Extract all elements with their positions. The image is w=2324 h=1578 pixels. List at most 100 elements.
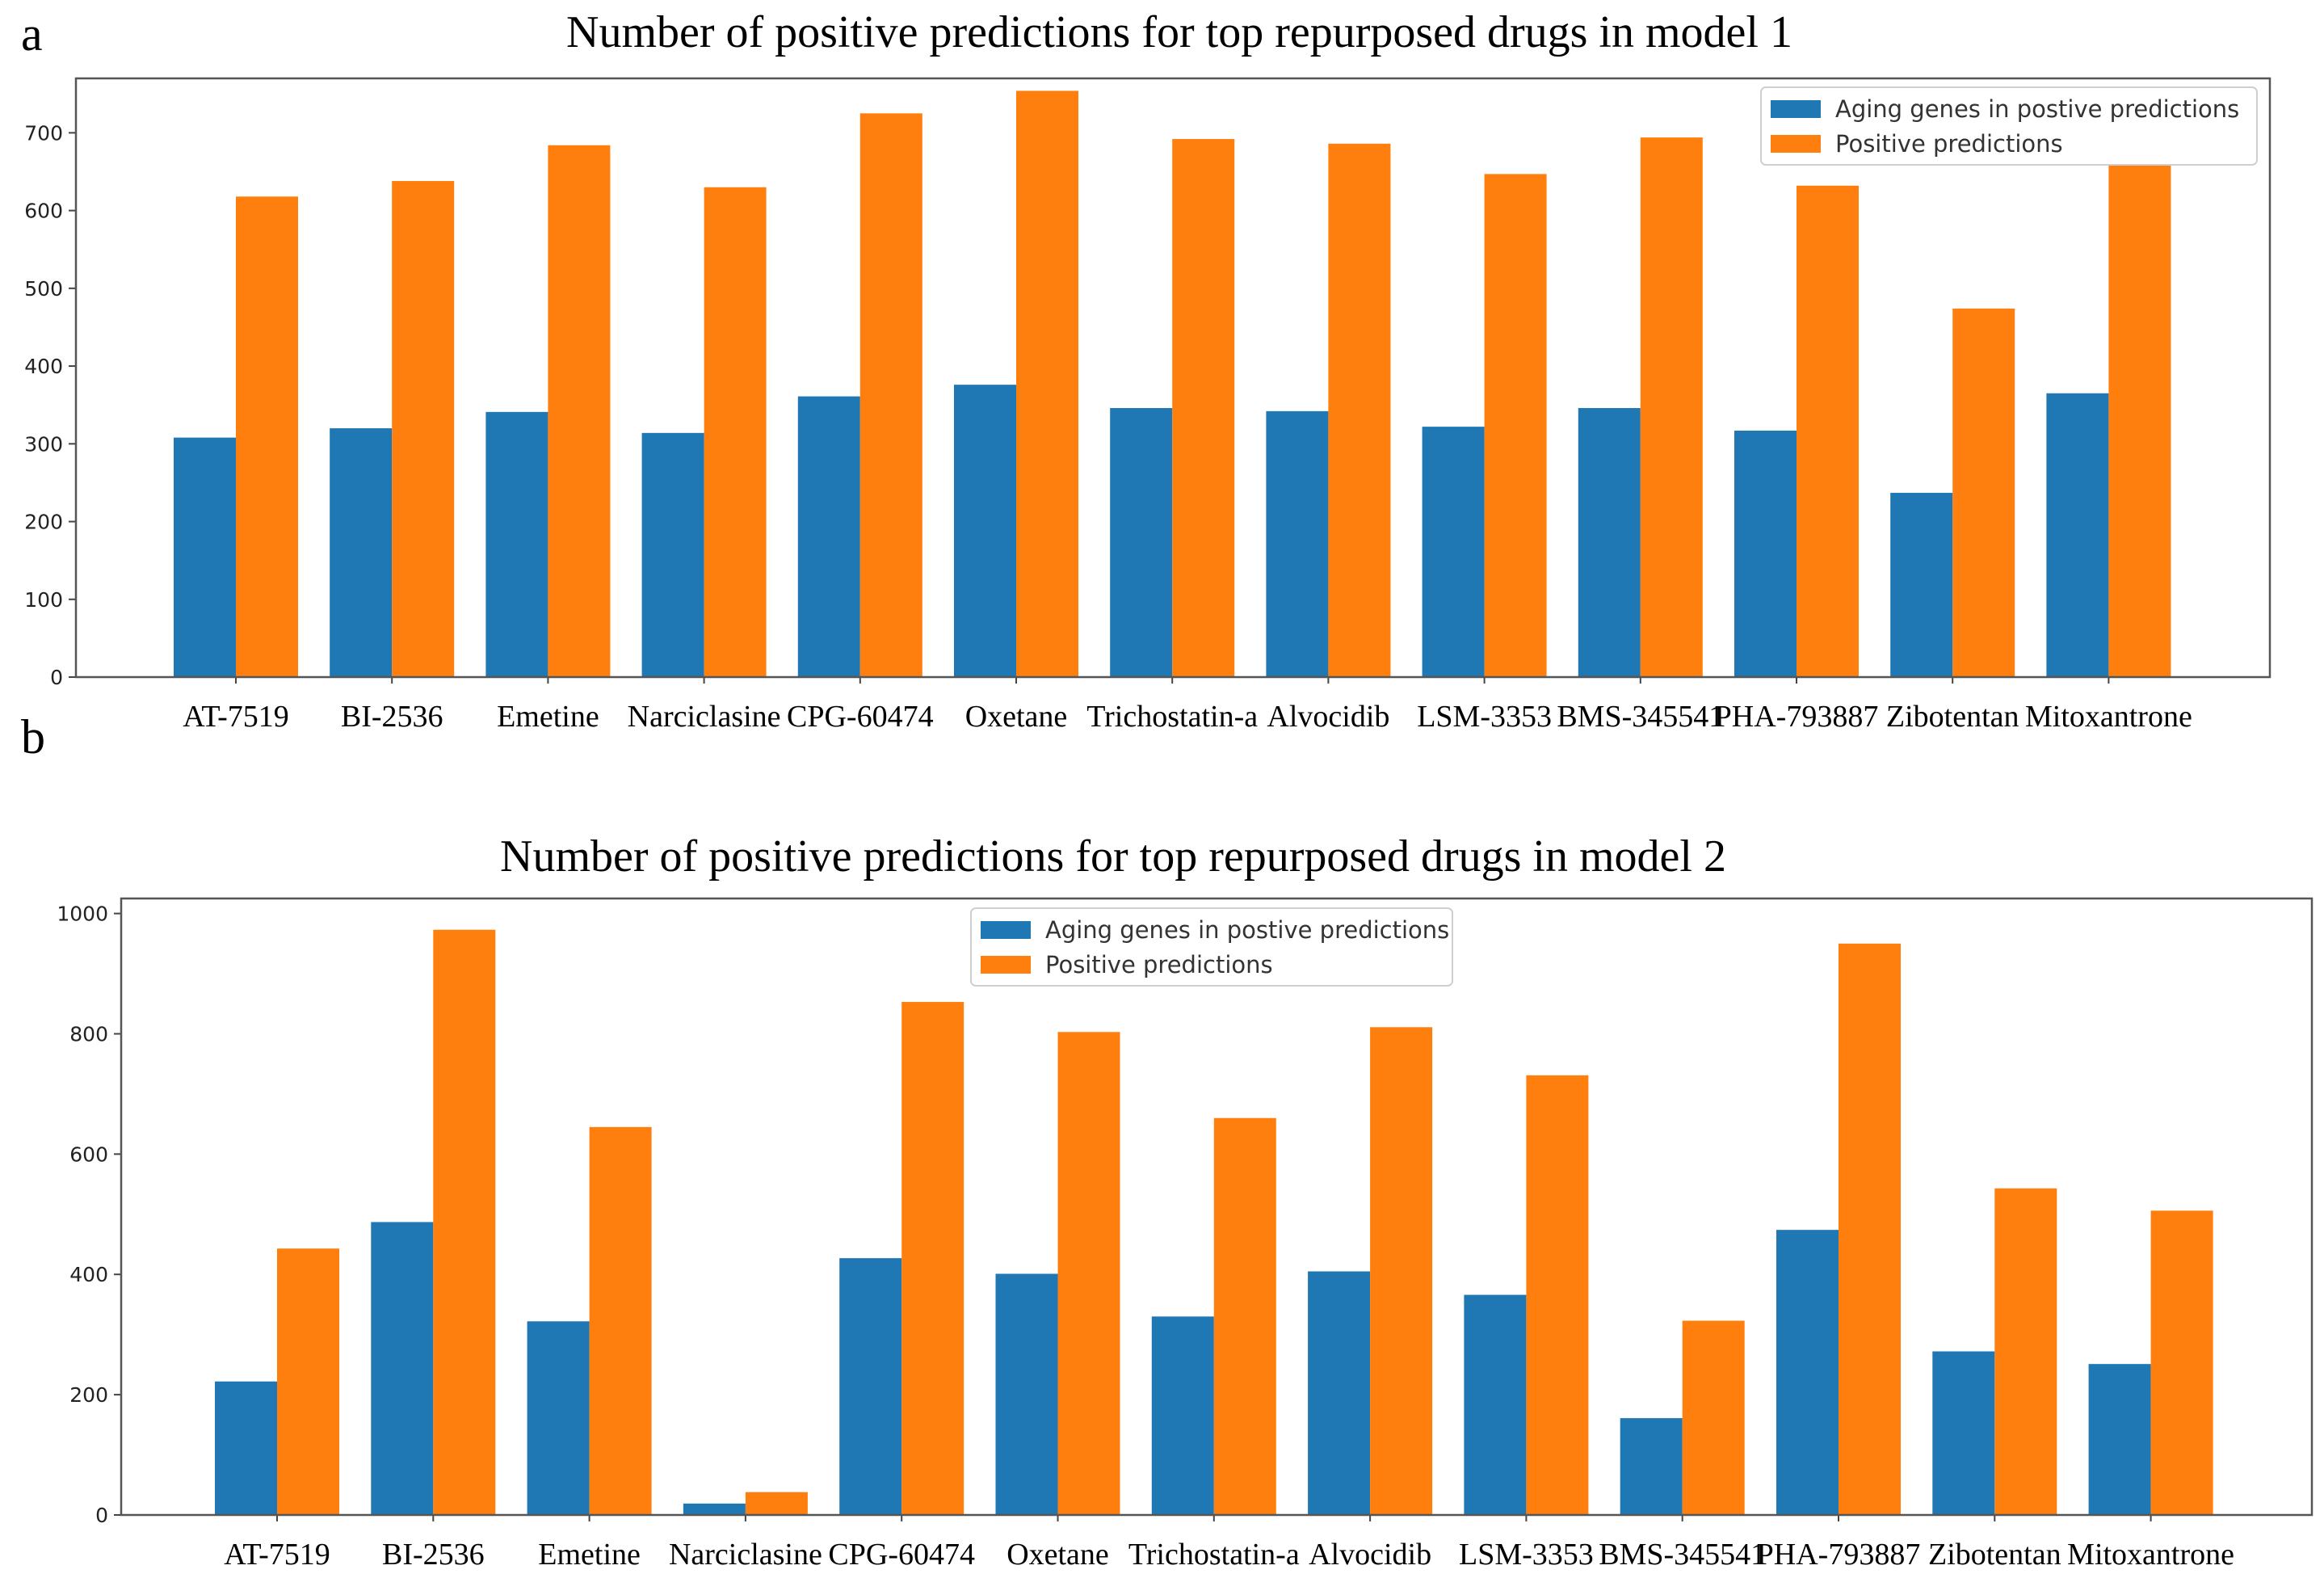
bar-aging-cpg-60474: [797, 396, 860, 677]
bar-positive-trichostatin-a: [1172, 139, 1235, 678]
bar-positive-oxetane: [1057, 1032, 1120, 1515]
bar-aging-oxetane: [954, 385, 1016, 677]
legend-box-b: [970, 907, 1453, 987]
x-tick-label: Emetine: [538, 1538, 641, 1572]
y-tick-label: 400: [24, 355, 63, 378]
bar-aging-bms-345541: [1578, 408, 1641, 677]
bar-aging-mitoxantrone: [2088, 1364, 2151, 1515]
bar-positive-at-7519: [236, 196, 298, 677]
bar-aging-cpg-60474: [839, 1258, 902, 1515]
x-tick-label: BI-2536: [341, 700, 443, 734]
x-tick-label: Zibotentan: [1928, 1538, 2061, 1572]
bar-positive-trichostatin-a: [1213, 1117, 1276, 1515]
x-tick-label: Narciclasine: [669, 1538, 822, 1572]
y-axis-b: 0 200 400 600 800 1000: [57, 903, 121, 1527]
legend-a: Aging genes in postive predictions Posit…: [1760, 86, 2258, 166]
bar-aging-narciclasine: [641, 432, 704, 677]
bar-positive-bi-2536: [392, 181, 455, 677]
bar-aging-lsm-3353: [1422, 427, 1485, 677]
bar-aging-pha-793887: [1734, 430, 1797, 677]
bar-positive-at-7519: [277, 1248, 339, 1515]
plot-frame-a: [74, 77, 2271, 679]
x-tick-label: Alvocidib: [1309, 1538, 1431, 1572]
bar-positive-mitoxantrone: [2108, 107, 2171, 677]
y-tick-label: 200: [24, 511, 63, 534]
bar-positive-bi-2536: [433, 929, 496, 1515]
y-tick-label: 1000: [57, 903, 108, 926]
y-tick-label: 500: [24, 277, 63, 301]
x-tick-label: Mitoxantrone: [2025, 700, 2192, 734]
bar-aging-at-7519: [174, 437, 236, 677]
x-tick-label: AT-7519: [224, 1538, 330, 1572]
bar-positive-pha-793887: [1839, 943, 1901, 1515]
x-tick-label: Oxetane: [1007, 1538, 1109, 1572]
bar-positive-emetine: [548, 145, 611, 677]
bar-positive-cpg-60474: [901, 1002, 964, 1515]
plot-frame-b: [120, 897, 2313, 1517]
y-tick-label: 0: [50, 666, 63, 689]
bar-aging-pha-793887: [1776, 1230, 1839, 1515]
bar-aging-narciclasine: [683, 1503, 746, 1515]
bar-aging-bms-345541: [1620, 1418, 1683, 1515]
bar-positive-emetine: [589, 1126, 652, 1515]
bar-positive-alvocidib: [1370, 1027, 1433, 1515]
bar-aging-emetine: [527, 1321, 590, 1515]
bars-b: [215, 929, 2213, 1515]
legend-label-positive-a: Positive predictions: [1835, 130, 2063, 158]
bar-positive-cpg-60474: [859, 113, 922, 678]
bar-aging-trichostatin-a: [1110, 408, 1173, 677]
y-tick-label: 400: [69, 1263, 108, 1286]
legend-label-aging-b: Aging genes in postive predictions: [1045, 916, 1449, 944]
bar-aging-alvocidib: [1308, 1271, 1371, 1515]
x-tick-label: Emetine: [497, 700, 599, 734]
legend-swatch-positive-b: [981, 956, 1031, 974]
bar-aging-bi-2536: [371, 1222, 434, 1515]
x-tick-label: Zibotentan: [1886, 700, 2019, 734]
x-tick-label: BI-2536: [382, 1538, 485, 1572]
legend-label-aging-a: Aging genes in postive predictions: [1835, 95, 2239, 123]
bar-aging-trichostatin-a: [1151, 1316, 1214, 1515]
y-tick-label: 800: [69, 1022, 108, 1046]
chart-title-a: Number of positive predictions for top r…: [566, 7, 1792, 57]
bar-positive-bms-345541: [1682, 1320, 1745, 1515]
bar-positive-pha-793887: [1797, 185, 1859, 677]
bar-positive-zibotentan: [1952, 308, 2015, 677]
x-tick-label: AT-7519: [183, 700, 289, 734]
y-tick-label: 300: [24, 432, 63, 456]
bar-positive-lsm-3353: [1484, 174, 1547, 677]
y-tick-label: 100: [24, 588, 63, 612]
x-tick-label: Oxetane: [965, 700, 1068, 734]
bar-positive-mitoxantrone: [2150, 1210, 2213, 1515]
y-tick-label: 600: [24, 200, 63, 223]
bar-aging-lsm-3353: [1464, 1294, 1527, 1515]
x-tick-label: LSM-3353: [1459, 1538, 1594, 1572]
legend-label-positive-b: Positive predictions: [1045, 951, 1273, 978]
x-tick-label: PHA-793887: [1757, 1538, 1921, 1572]
y-tick-label: 0: [95, 1504, 108, 1527]
x-tick-label: PHA-793887: [1715, 700, 1879, 734]
bar-positive-bms-345541: [1640, 137, 1703, 677]
legend-box-a: [1760, 86, 2258, 166]
x-axis-b: AT-7519 BI-2536 Emetine Narciclasine CPG-604…: [224, 1515, 2234, 1572]
x-tick-label: Narciclasine: [628, 700, 781, 734]
bar-positive-alvocidib: [1328, 143, 1391, 677]
x-tick-label: Alvocidib: [1267, 700, 1389, 734]
x-tick-label: Mitoxantrone: [2067, 1538, 2234, 1572]
y-axis-a: 0 100 200 300 400 500 600 700: [24, 121, 76, 689]
bar-positive-narciclasine: [704, 187, 767, 677]
chart-panel-b: b Number of positive predictions for top…: [21, 710, 2313, 1572]
legend-swatch-aging-b: [981, 921, 1031, 939]
x-tick-label: CPG-60474: [787, 700, 934, 734]
bar-aging-zibotentan: [1890, 492, 1953, 677]
bar-aging-zibotentan: [1932, 1351, 1995, 1515]
legend-swatch-aging-a: [1771, 100, 1821, 118]
x-tick-label: CPG-60474: [828, 1538, 975, 1572]
x-tick-label: BMS-345541: [1557, 700, 1724, 734]
bar-aging-at-7519: [215, 1381, 277, 1515]
panel-label-b: b: [21, 710, 45, 764]
bar-aging-bi-2536: [330, 428, 393, 677]
y-tick-label: 600: [69, 1142, 108, 1166]
bar-aging-oxetane: [995, 1273, 1058, 1515]
y-tick-label: 700: [24, 121, 63, 145]
